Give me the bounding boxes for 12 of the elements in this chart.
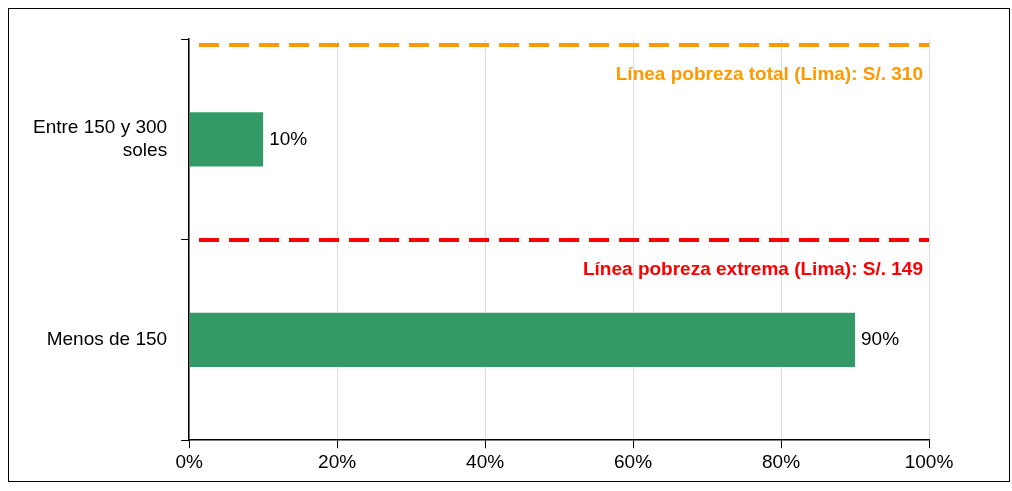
x-tick-label: 60%: [614, 450, 653, 472]
annotation: Línea pobreza extrema (Lima): S/. 149: [582, 257, 923, 279]
annotation: Línea pobreza total (Lima): S/. 310: [615, 63, 923, 85]
x-tick-label: 0%: [175, 450, 203, 472]
x-tick-label: 20%: [318, 450, 357, 472]
x-tick-label: 40%: [466, 450, 505, 472]
data-label: 10%: [269, 127, 308, 149]
x-tick-label: 80%: [762, 450, 801, 472]
y-tick-label: Entre 150 y 300 soles: [32, 116, 168, 160]
x-tick-label: 100%: [904, 450, 954, 472]
y-tick-label: Menos de 150: [46, 328, 168, 350]
data-label: 90%: [861, 328, 900, 350]
